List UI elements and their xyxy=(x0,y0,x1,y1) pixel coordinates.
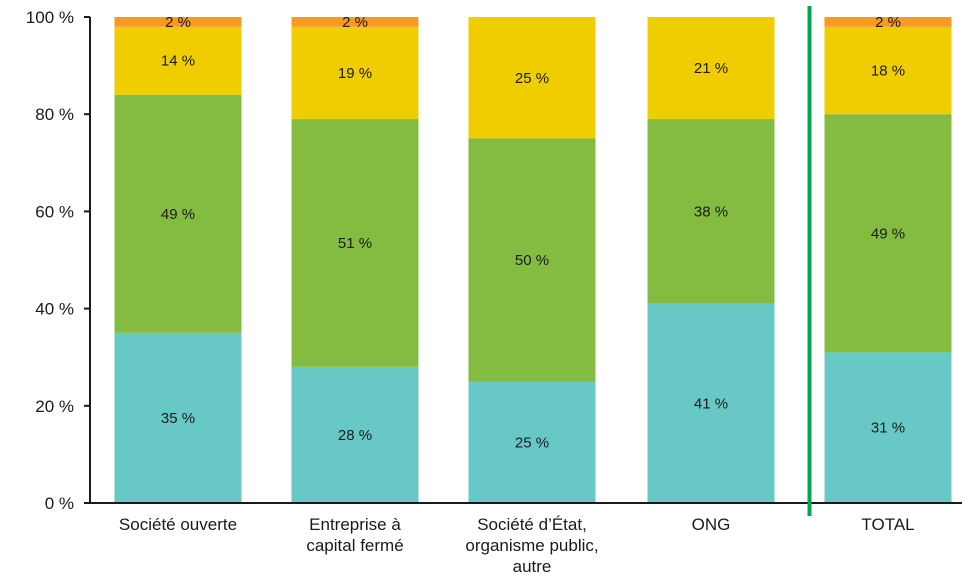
x-category-label-line: TOTAL xyxy=(861,515,914,534)
bar-segment-4-3 xyxy=(824,17,952,27)
x-category-label-line: Société d’État, xyxy=(477,515,587,534)
bar-segment-1-0 xyxy=(291,366,419,503)
data-label-3-0: 41 % xyxy=(694,395,728,412)
x-category-label: ONG xyxy=(692,515,731,534)
y-tick-label: 80 % xyxy=(35,105,74,124)
data-label-4-3: 2 % xyxy=(875,14,901,31)
x-category-label: Société d’État, organisme public, autre xyxy=(465,515,598,576)
y-tick-label: 40 % xyxy=(35,300,74,319)
bar-segment-3-2 xyxy=(647,17,775,120)
x-category-label-line: autre xyxy=(513,557,552,576)
bar-segment-4-2 xyxy=(824,26,952,115)
x-category-label-line: Société ouverte xyxy=(119,515,237,534)
bar-segment-2-1 xyxy=(468,138,596,382)
x-category-label-line: capital fermé xyxy=(306,536,403,555)
segment-labels-layer: 35 % 49 % 14 % 2 % 28 % 51 % 19 % 2 % 25 % 50 % 25… xyxy=(161,14,905,451)
bar-segment-1-2 xyxy=(291,26,419,120)
bar-segment-1-3 xyxy=(291,17,419,27)
bar-segment-3-1 xyxy=(647,119,775,304)
bar-segment-2-0 xyxy=(468,381,596,503)
data-label-1-0: 28 % xyxy=(338,427,372,444)
data-label-2-0: 25 % xyxy=(515,434,549,451)
bar-segment-4-0 xyxy=(824,352,952,503)
x-category-label: TOTAL xyxy=(861,515,914,534)
data-label-2-1: 50 % xyxy=(515,252,549,269)
data-label-0-3: 2 % xyxy=(165,14,191,31)
data-label-1-2: 19 % xyxy=(338,65,372,82)
bar-segment-3-0 xyxy=(647,303,775,503)
y-tick-label: 0 % xyxy=(45,494,74,513)
data-label-4-1: 49 % xyxy=(871,225,905,242)
y-tick-labels-layer: 0 % 20 % 40 % 60 % 80 % 100 % xyxy=(26,8,90,513)
data-label-3-2: 21 % xyxy=(694,60,728,77)
x-category-label-line: organisme public, xyxy=(465,536,598,555)
y-tick-label: 20 % xyxy=(35,397,74,416)
bar-segment-1-1 xyxy=(291,119,419,367)
axes-layer xyxy=(89,6,962,516)
x-category-labels-layer: Société ouverte Entreprise à capital fermé… xyxy=(119,515,915,576)
y-tick-label: 100 % xyxy=(26,8,74,27)
data-label-1-1: 51 % xyxy=(338,235,372,252)
bar-segment-4-1 xyxy=(824,114,952,353)
data-label-2-2: 25 % xyxy=(515,70,549,87)
y-tick-label: 60 % xyxy=(35,202,74,221)
data-label-1-3: 2 % xyxy=(342,14,368,31)
bars-layer xyxy=(114,17,952,503)
x-category-label-line: Entreprise à xyxy=(309,515,401,534)
data-label-0-2: 14 % xyxy=(161,53,195,70)
data-label-4-2: 18 % xyxy=(871,62,905,79)
x-category-label: Société ouverte xyxy=(119,515,237,534)
x-category-label: Entreprise à capital fermé xyxy=(306,515,403,555)
data-label-0-0: 35 % xyxy=(161,410,195,427)
data-label-0-1: 49 % xyxy=(161,206,195,223)
bar-segment-0-0 xyxy=(114,332,242,503)
x-category-label-line: ONG xyxy=(692,515,731,534)
bar-segment-0-3 xyxy=(114,17,242,27)
bar-segment-0-1 xyxy=(114,94,242,333)
bar-segment-2-2 xyxy=(468,17,596,139)
data-label-3-1: 38 % xyxy=(694,203,728,220)
bar-segment-0-2 xyxy=(114,26,242,95)
data-label-4-0: 31 % xyxy=(871,420,905,437)
